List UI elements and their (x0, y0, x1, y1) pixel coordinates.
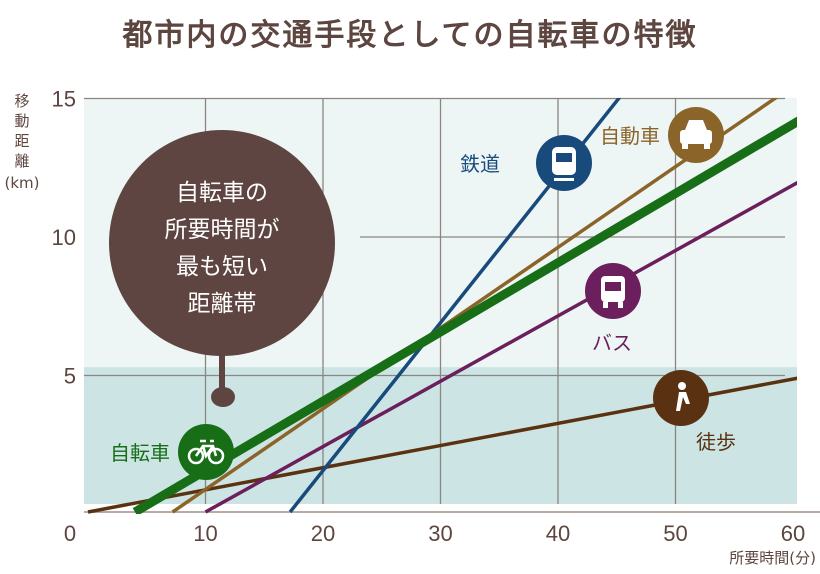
walking-marker: 徒歩 (653, 370, 736, 454)
x-tick-label: 10 (193, 521, 217, 546)
x-axis-label: 所要時間(分) (729, 549, 816, 567)
series-line-1 (132, 116, 797, 514)
train-marker: 鉄道 (460, 135, 592, 191)
y-tick-label: 5 (64, 364, 76, 389)
tick-labels: 0 10 20 30 40 50 60 5 10 15 (52, 87, 806, 547)
car-label: 自動車 (600, 124, 660, 148)
annotation-line-2: 所要時間が (165, 217, 280, 243)
x-tick-label: 50 (663, 521, 687, 546)
y-axis-label: 移 動 距 離 (km) (4, 92, 39, 192)
y-tick-label: 15 (52, 87, 76, 112)
bus-icon (601, 276, 625, 308)
x-tick-label: 40 (546, 521, 570, 546)
x-tick-label: 20 (311, 521, 335, 546)
walking-label: 徒歩 (696, 430, 736, 454)
car-marker: 自動車 (600, 107, 724, 163)
y-label-2: 動 (14, 112, 29, 130)
train-label: 鉄道 (460, 152, 500, 176)
annotation-bubble: 自転車の 所要時間が 最も短い 距離帯 (109, 130, 335, 407)
annotation-line-4: 距離帯 (188, 291, 257, 317)
train-icon (552, 147, 576, 181)
bus-marker: バス (585, 263, 641, 355)
y-label-5: (km) (4, 174, 39, 192)
bicycle-label: 自転車 (110, 441, 170, 465)
bus-label: バス (592, 331, 632, 355)
series-line-3 (204, 180, 797, 514)
chart-title: 都市内の交通手段としての自転車の特徴 (121, 18, 697, 53)
x-tick-label: 0 (64, 521, 76, 546)
walking-icon (676, 382, 690, 411)
annotation-line-3: 最も短い (176, 254, 268, 280)
y-label-3: 距 (14, 132, 29, 150)
car-icon (680, 120, 712, 149)
y-tick-label: 10 (52, 225, 76, 250)
x-tick-label: 60 (781, 521, 805, 546)
x-tick-label: 30 (428, 521, 452, 546)
y-label-1: 移 (14, 92, 29, 110)
y-label-4: 離 (14, 152, 29, 170)
bicycle-marker: 自転車 (110, 424, 234, 480)
bicycle-icon (187, 439, 225, 465)
annotation-line-1: 自転車の (176, 180, 268, 206)
